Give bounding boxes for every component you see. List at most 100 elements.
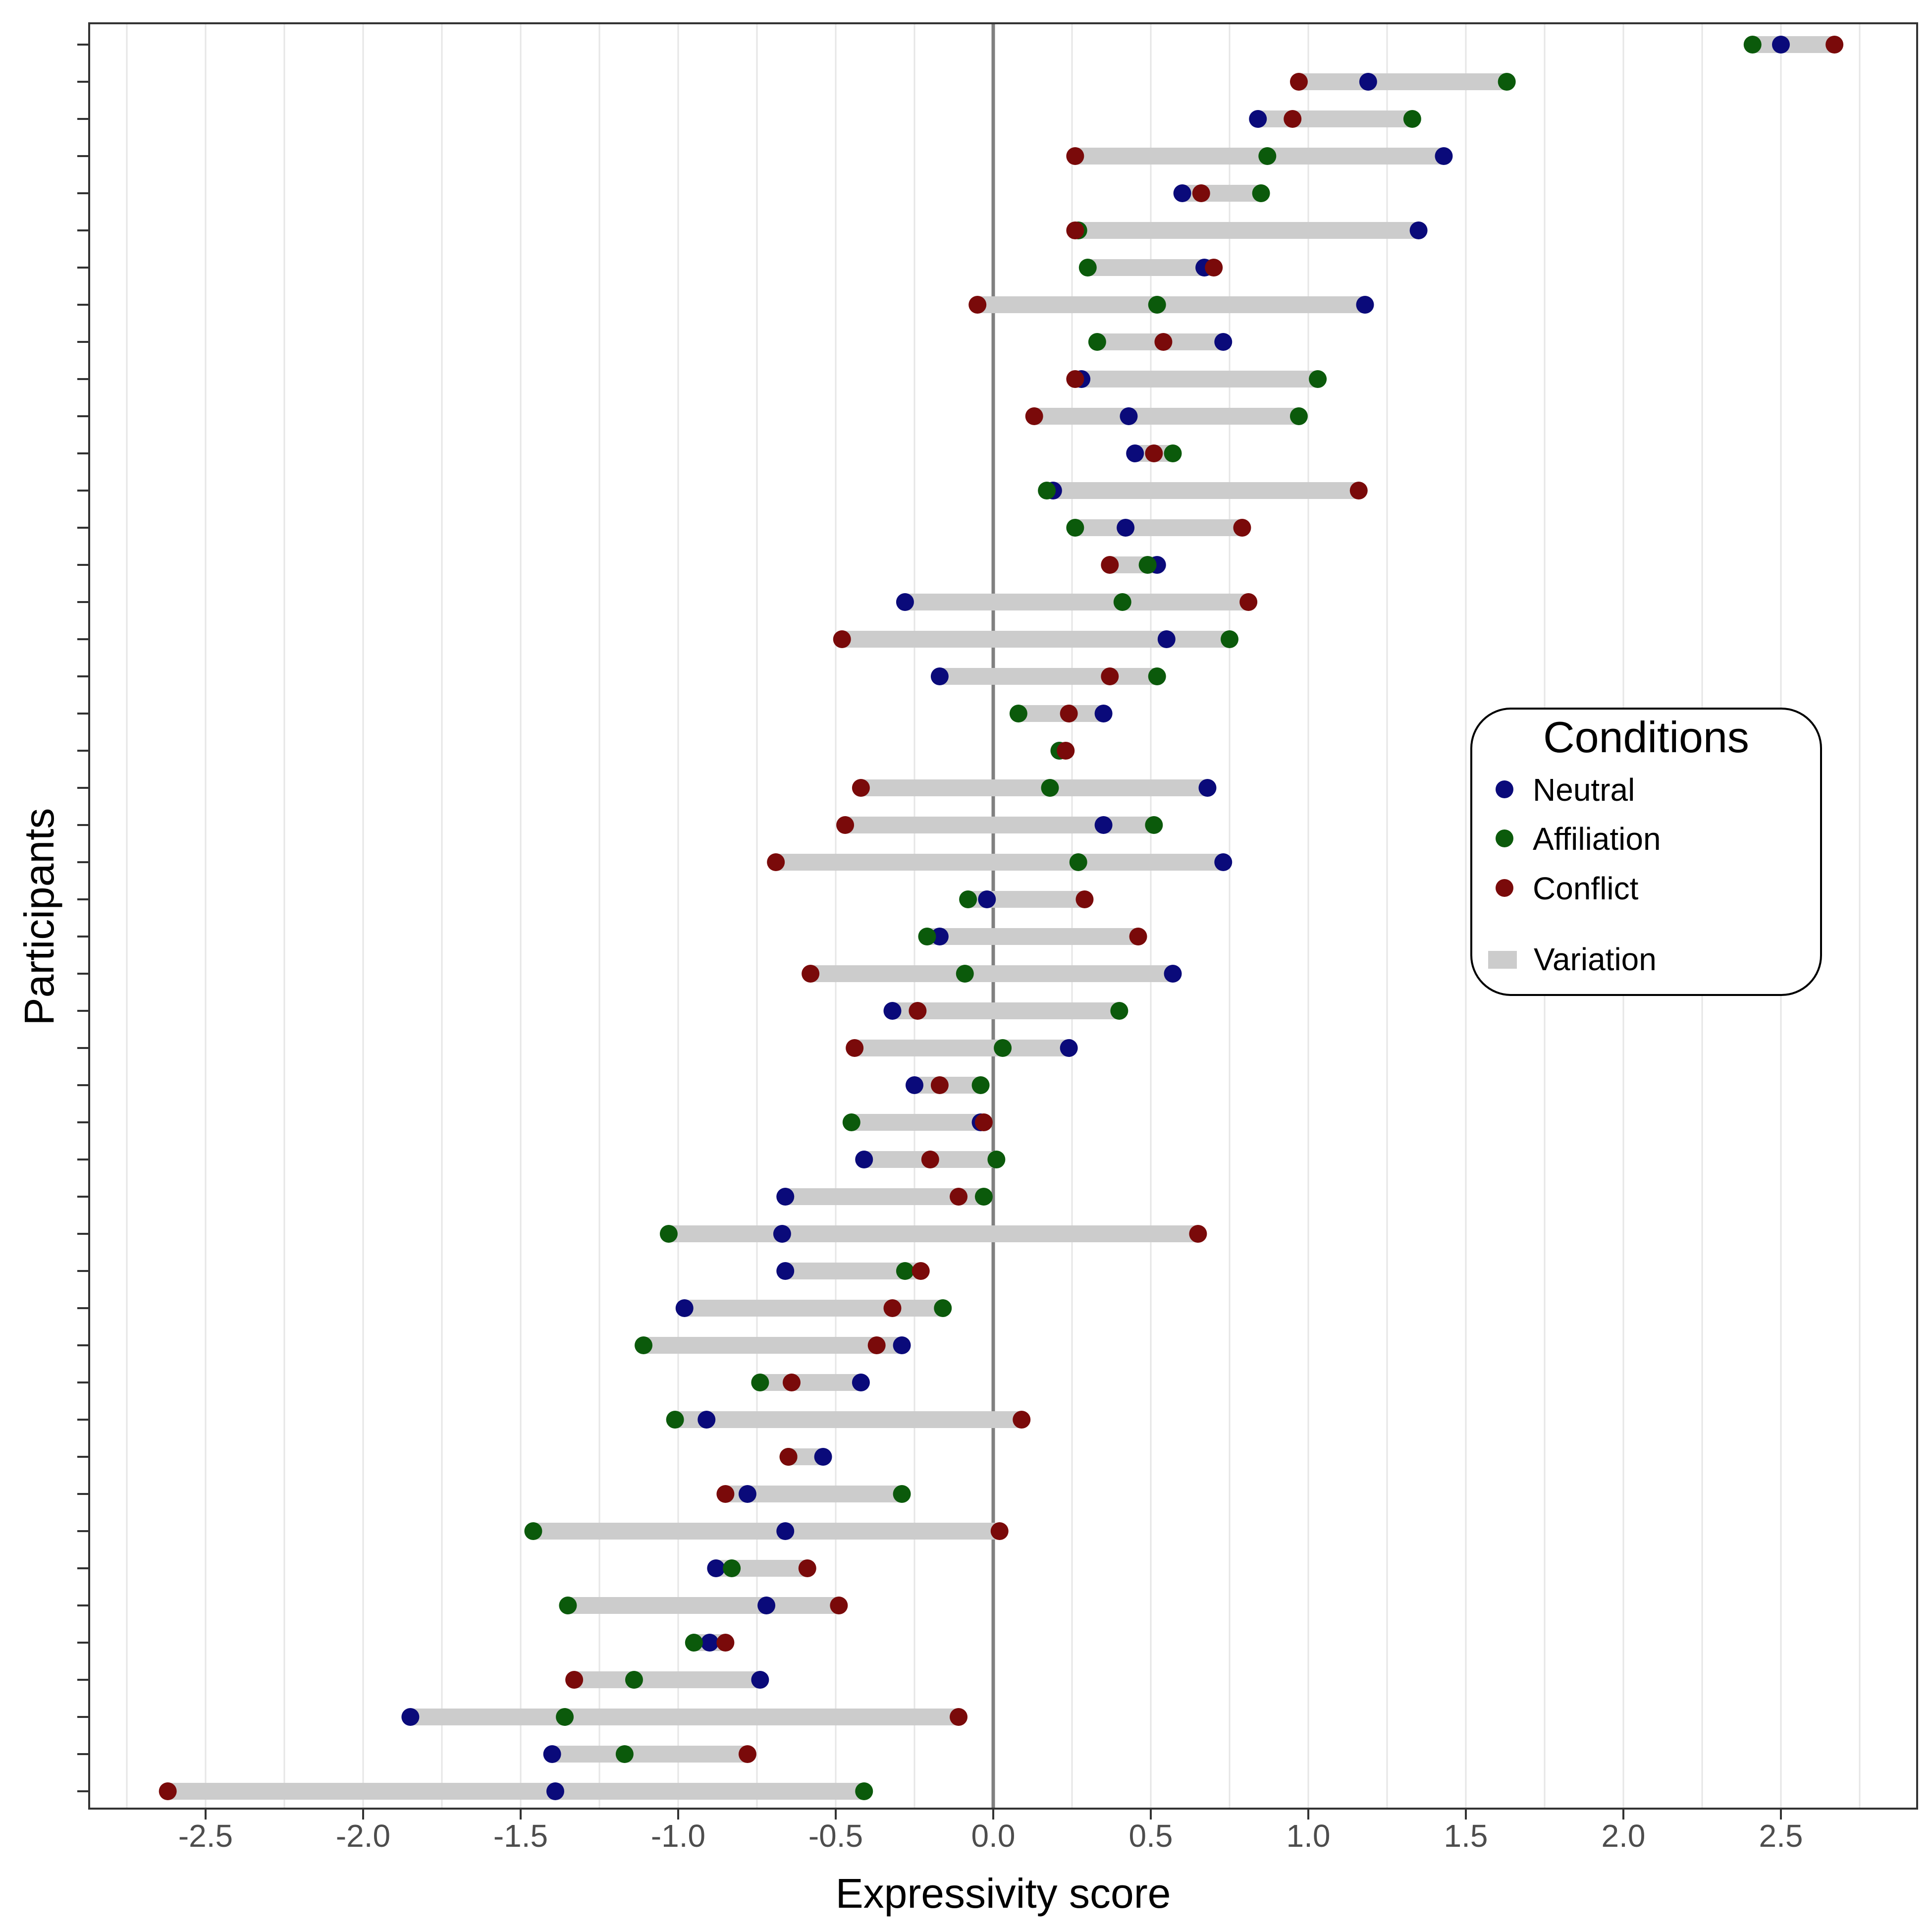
x-tick-label: 2.0 — [1602, 1818, 1646, 1854]
legend-item-neutral: Neutral — [1496, 772, 1635, 808]
neutral-point — [1198, 779, 1217, 797]
neutral-point — [738, 1485, 756, 1503]
neutral-point — [1772, 36, 1790, 54]
legend-item-conflict: Conflict — [1496, 871, 1639, 906]
conflict-point — [1057, 742, 1075, 760]
conflict-point — [912, 1262, 930, 1280]
conflict-point — [159, 1782, 177, 1800]
conflict-point — [1289, 73, 1308, 91]
conflict-point — [1066, 370, 1084, 388]
affiliation-point — [1110, 1002, 1128, 1020]
affiliation-point — [659, 1225, 678, 1243]
x-tick-label: -2.5 — [178, 1818, 233, 1854]
affiliation-point — [1148, 296, 1166, 314]
legend-affiliation-label: Affiliation — [1533, 821, 1661, 857]
neutral-point — [751, 1671, 769, 1689]
conflict-point — [1825, 36, 1844, 54]
neutral-point — [896, 593, 914, 611]
conflict-point — [1189, 1225, 1207, 1243]
y-axis-title: Participants — [16, 808, 62, 1026]
affiliation-point — [1252, 184, 1270, 202]
x-tick-label: 0.5 — [1129, 1818, 1173, 1854]
neutral-point — [852, 1374, 870, 1391]
neutral-point — [1435, 147, 1453, 165]
legend-item-affiliation: Affiliation — [1496, 821, 1661, 857]
conflict-point — [1060, 705, 1078, 722]
conflict-point — [852, 779, 870, 797]
conflict-point — [716, 1485, 735, 1503]
x-tick-label: 0.0 — [971, 1818, 1016, 1854]
conflict-point — [968, 296, 987, 314]
neutral-point — [1094, 816, 1113, 834]
neutral-point — [1157, 630, 1176, 648]
affiliation-point — [1009, 705, 1027, 722]
affiliation-point — [751, 1374, 769, 1391]
affiliation-point — [987, 1151, 1006, 1168]
legend-variation-swatch — [1488, 951, 1517, 969]
neutral-point — [893, 1336, 911, 1354]
x-axis: -2.5 -2.0 -1.5 -1.0 -0.5 0.0 0.5 1.0 1.5 2.0 2.5 — [178, 1809, 1803, 1854]
conflict-point — [779, 1448, 798, 1466]
conflict-point — [1013, 1411, 1031, 1429]
neutral-point — [773, 1225, 791, 1243]
affiliation-point — [1078, 259, 1097, 276]
affiliation-point — [556, 1708, 574, 1726]
conflict-point — [798, 1559, 816, 1577]
neutral-point — [855, 1151, 873, 1168]
affiliation-point — [615, 1745, 634, 1763]
neutral-point — [1214, 333, 1233, 351]
neutral-point — [776, 1188, 795, 1206]
affiliation-point — [855, 1782, 873, 1800]
affiliation-point — [1088, 333, 1106, 351]
neutral-point — [978, 890, 996, 908]
y-axis — [77, 44, 89, 1792]
conflict-point — [1101, 556, 1119, 574]
affiliation-point — [1113, 593, 1131, 611]
conflict-point — [738, 1745, 756, 1763]
affiliation-point — [994, 1039, 1012, 1057]
conflict-point — [1205, 259, 1223, 276]
conflict-point — [990, 1522, 1009, 1540]
x-tick-label: -1.0 — [651, 1818, 705, 1854]
neutral-point — [1120, 407, 1138, 425]
conflict-point — [1154, 333, 1173, 351]
affiliation-point — [1498, 73, 1516, 91]
legend-neutral-label: Neutral — [1533, 772, 1635, 808]
neutral-point — [883, 1002, 902, 1020]
legend: Conditions Neutral Affiliation Conflict … — [1470, 708, 1822, 996]
affiliation-point — [1148, 667, 1166, 685]
neutral-point — [1359, 73, 1377, 91]
affiliation-point — [625, 1671, 643, 1689]
affiliation-point — [918, 928, 936, 945]
affiliation-point — [1743, 36, 1762, 54]
legend-box — [1470, 708, 1822, 996]
conflict-point — [846, 1039, 864, 1057]
affiliation-point — [685, 1634, 703, 1652]
affiliation-point — [1069, 853, 1087, 871]
affiliation-point — [1403, 110, 1421, 128]
neutral-point — [1060, 1039, 1078, 1057]
x-tick-label: -1.5 — [493, 1818, 548, 1854]
x-tick-label: 1.5 — [1444, 1818, 1488, 1854]
neutral-point — [1409, 221, 1428, 239]
conflict-point — [1284, 110, 1302, 128]
neutral-point — [930, 667, 949, 685]
affiliation-point — [971, 1076, 990, 1094]
affiliation-point — [1289, 407, 1308, 425]
affiliation-point — [956, 965, 974, 983]
affiliation-point — [974, 1188, 993, 1206]
affiliation-point — [723, 1559, 741, 1577]
affiliation-point — [1258, 147, 1277, 165]
plot-panel-border — [88, 22, 1918, 1810]
legend-neutral-marker — [1496, 780, 1513, 798]
affiliation-point — [666, 1411, 684, 1429]
conflict-point — [836, 816, 855, 834]
conflict-point — [867, 1336, 886, 1354]
affiliation-point — [1164, 444, 1182, 462]
neutral-point — [698, 1411, 716, 1429]
conflict-point — [716, 1634, 735, 1652]
neutral-point — [1094, 705, 1113, 722]
conflict-point — [1239, 593, 1258, 611]
neutral-point — [543, 1745, 561, 1763]
conflict-point — [930, 1076, 949, 1094]
